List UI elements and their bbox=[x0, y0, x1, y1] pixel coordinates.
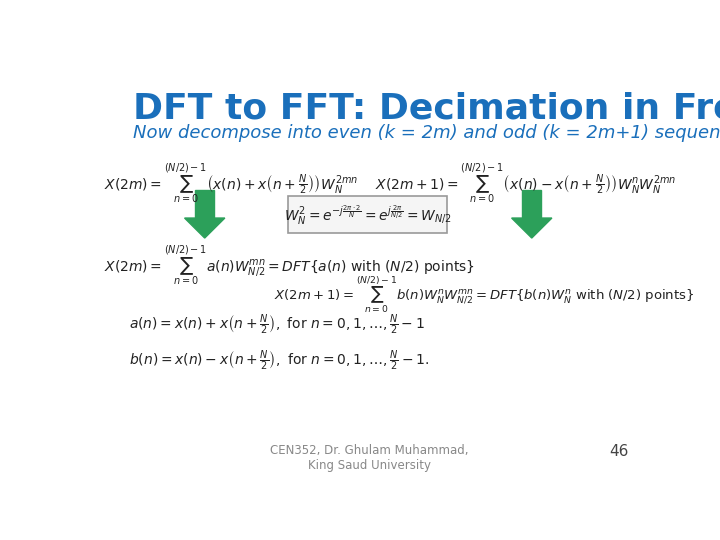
Text: CEN352, Dr. Ghulam Muhammad,
King Saud University: CEN352, Dr. Ghulam Muhammad, King Saud U… bbox=[270, 444, 468, 471]
Polygon shape bbox=[195, 190, 215, 218]
Polygon shape bbox=[512, 218, 552, 238]
Text: $X(2m) = \sum_{n=0}^{(N/2)-1} \left(x(n)+x\left(n+\frac{N}{2}\right)\right) W_N^: $X(2m) = \sum_{n=0}^{(N/2)-1} \left(x(n)… bbox=[104, 161, 358, 205]
Text: $X(2m) = \sum_{n=0}^{(N/2)-1} a(n)W_{N/2}^{mn} = DFT\{a(n)\ \mathrm{with}\ (N/2): $X(2m) = \sum_{n=0}^{(N/2)-1} a(n)W_{N/2… bbox=[104, 244, 475, 287]
Text: $W_N^2 = e^{-j\frac{2\pi \cdot 2}{N}} = e^{j\frac{2\pi}{N/2}} = W_{N/2}$: $W_N^2 = e^{-j\frac{2\pi \cdot 2}{N}} = … bbox=[284, 203, 451, 227]
Text: $X(2m+1) = \sum_{n=0}^{(N/2)-1} b(n)W_N^n W_{N/2}^{mn} = DFT\{b(n)W_N^n\ \mathrm: $X(2m+1) = \sum_{n=0}^{(N/2)-1} b(n)W_N^… bbox=[274, 274, 695, 315]
Text: DFT to FFT: Decimation in Frequency: DFT to FFT: Decimation in Frequency bbox=[132, 92, 720, 126]
Text: 46: 46 bbox=[609, 444, 629, 458]
Text: $a(n) = x(n) + x\left(n+\frac{N}{2}\right),\ \mathrm{for}\ n=0,1,\ldots,\frac{N}: $a(n) = x(n) + x\left(n+\frac{N}{2}\righ… bbox=[129, 313, 425, 337]
Text: $X(2m+1) = \sum_{n=0}^{(N/2)-1} \left(x(n)-x\left(n+\frac{N}{2}\right)\right) W_: $X(2m+1) = \sum_{n=0}^{(N/2)-1} \left(x(… bbox=[375, 161, 677, 205]
Text: Now decompose into even (k = 2m) and odd (k = 2m+1) sequences.: Now decompose into even (k = 2m) and odd… bbox=[132, 124, 720, 142]
Polygon shape bbox=[522, 190, 541, 218]
FancyBboxPatch shape bbox=[289, 197, 446, 233]
Text: $b(n) = x(n) - x\left(n+\frac{N}{2}\right),\ \mathrm{for}\ n=0,1,\ldots,\frac{N}: $b(n) = x(n) - x\left(n+\frac{N}{2}\righ… bbox=[129, 348, 429, 373]
Polygon shape bbox=[184, 218, 225, 238]
